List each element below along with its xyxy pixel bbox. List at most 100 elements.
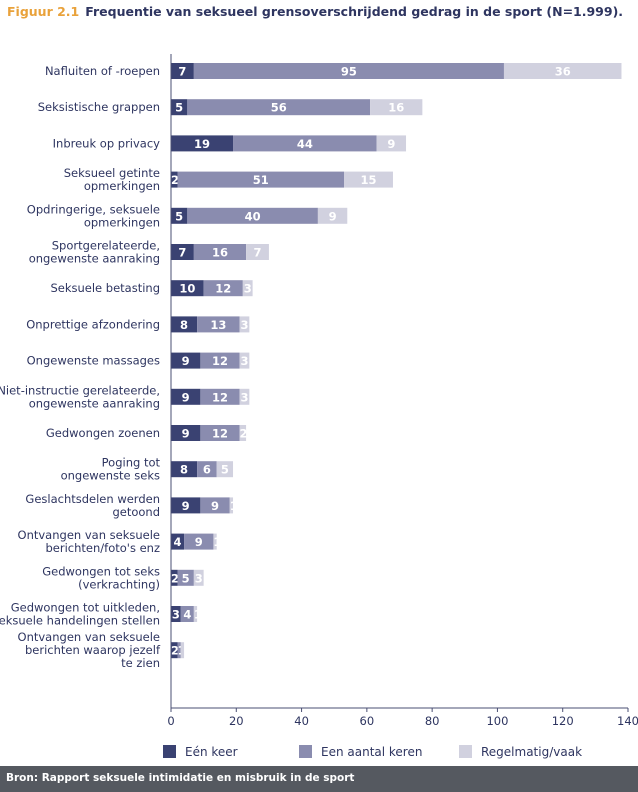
bar-segment-een-keer <box>171 352 201 369</box>
bar-segment-een-keer <box>171 207 188 224</box>
figure-title: Figuur 2.1 Frequentie van seksueel grenso… <box>7 4 623 19</box>
x-tick-label: 40 <box>294 714 309 728</box>
bar-segment-aantal-keren <box>177 569 194 586</box>
data-label: 13 <box>210 318 226 332</box>
category-label: Geslachtsdelen werden getoond <box>25 492 160 519</box>
data-label: 36 <box>555 65 571 79</box>
data-label: 9 <box>195 535 203 549</box>
data-label: 12 <box>212 427 228 441</box>
bar-segment-een-keer <box>171 497 201 514</box>
data-label: 7 <box>178 65 186 79</box>
bar-segment-aantal-keren <box>200 497 230 514</box>
category-label: Niet-instructie gerelateerde, ongewenste … <box>0 383 160 410</box>
category-label: Gedwongen tot seks (verkrachting) <box>42 564 160 591</box>
bar-segment-aantal-keren <box>200 425 240 441</box>
data-label: 1 <box>230 499 238 513</box>
bar-segment-een-keer <box>171 642 178 659</box>
bar-segment-een-keer <box>171 606 181 622</box>
bar-segment-regelmatig <box>239 316 250 333</box>
data-label: 7 <box>178 246 186 260</box>
data-label: 9 <box>182 354 190 368</box>
bar-segment-regelmatig <box>216 461 234 478</box>
data-label: 3 <box>244 282 252 296</box>
bar-segment-aantal-keren <box>187 99 371 116</box>
x-tick-label: 100 <box>486 714 508 728</box>
bar-segment-regelmatig <box>193 569 204 586</box>
figure-title-text: Frequentie van seksueel grensoverschrijd… <box>85 4 624 19</box>
category-label: Seksistische grappen <box>38 100 160 114</box>
data-label: 12 <box>212 354 228 368</box>
data-label: 40 <box>245 209 261 223</box>
category-label: Ontvangen van seksuele berichten waarop j… <box>18 630 161 670</box>
data-label: 5 <box>175 101 183 115</box>
bar-segment-regelmatig <box>376 135 407 152</box>
bar-segment-een-keer <box>171 135 234 152</box>
data-label: 4 <box>174 535 182 549</box>
data-label: 3 <box>240 390 248 404</box>
x-tick-label: 120 <box>552 714 574 728</box>
data-label: 10 <box>179 282 195 296</box>
bar-segment-een-keer <box>171 99 188 116</box>
bar-segment-regelmatig <box>193 606 198 622</box>
bar-segment-regelmatig <box>370 99 423 116</box>
figure-label: Figuur 2.1 <box>7 4 80 19</box>
data-label: 51 <box>253 173 269 187</box>
bar-segment-aantal-keren <box>197 316 240 333</box>
data-label: 8 <box>180 318 188 332</box>
bar-segment-een-keer <box>171 63 194 79</box>
bar-segment-een-keer <box>171 461 198 478</box>
bar-segment-regelmatig <box>344 171 393 188</box>
data-label: 2 <box>171 644 179 658</box>
data-label: 95 <box>341 65 357 79</box>
category-label: Gedwongen zoenen <box>46 426 160 440</box>
bar-segment-aantal-keren <box>184 533 214 550</box>
bar-segment-aantal-keren <box>197 461 217 478</box>
data-label: 1 <box>213 535 221 549</box>
data-label: 15 <box>360 173 376 187</box>
category-label: Opdringerige, seksuele opmerkingen <box>27 202 160 229</box>
legend-swatch <box>459 745 472 758</box>
data-label: 9 <box>211 499 219 513</box>
data-label: 44 <box>297 137 313 151</box>
bar-segment-regelmatig <box>229 497 234 514</box>
data-label: 3 <box>172 608 180 622</box>
bar-segment-aantal-keren <box>233 135 377 152</box>
data-label: 9 <box>182 390 190 404</box>
data-label: 1 <box>194 608 202 622</box>
category-label: Onprettige afzondering <box>26 317 160 331</box>
source-footer: Bron: Rapport seksuele intimidatie en mi… <box>0 766 638 792</box>
bar-segment-aantal-keren <box>200 388 240 405</box>
data-label: 2 <box>171 173 179 187</box>
bar-segment-regelmatig <box>503 63 622 79</box>
bar-segment-een-keer <box>171 316 198 333</box>
source-text: Bron: Rapport seksuele intimidatie en mi… <box>6 772 355 784</box>
category-label: Seksueel getinte opmerkingen <box>64 166 160 193</box>
legend-label: Eén keer <box>185 745 238 759</box>
bar-segment-een-keer <box>171 425 201 441</box>
data-label: 3 <box>240 318 248 332</box>
bar-segment-aantal-keren <box>203 280 243 297</box>
data-label: 5 <box>175 209 183 223</box>
data-label: 12 <box>215 282 231 296</box>
bar-segment-een-keer <box>171 569 178 586</box>
bar-segment-aantal-keren <box>187 207 318 224</box>
bar-segment-aantal-keren <box>180 606 194 622</box>
bar-segment-aantal-keren <box>193 63 504 79</box>
data-label: 9 <box>182 499 190 513</box>
bar-segment-regelmatig <box>239 388 250 405</box>
x-tick-label: 0 <box>167 714 174 728</box>
bar-segment-regelmatig <box>246 244 269 260</box>
x-tick-label: 140 <box>617 714 638 728</box>
bar-segment-regelmatig <box>180 642 185 659</box>
legend-swatch <box>299 745 312 758</box>
data-label: 3 <box>195 571 203 585</box>
bar-segment-regelmatig <box>317 207 348 224</box>
data-label: 16 <box>212 246 228 260</box>
x-tick-label: 80 <box>425 714 440 728</box>
data-label: 6 <box>203 463 211 477</box>
bar-segment-een-keer <box>171 280 204 297</box>
legend-label: Een aantal keren <box>321 745 422 759</box>
bar-segment-regelmatig <box>242 280 253 297</box>
data-label: 9 <box>182 427 190 441</box>
